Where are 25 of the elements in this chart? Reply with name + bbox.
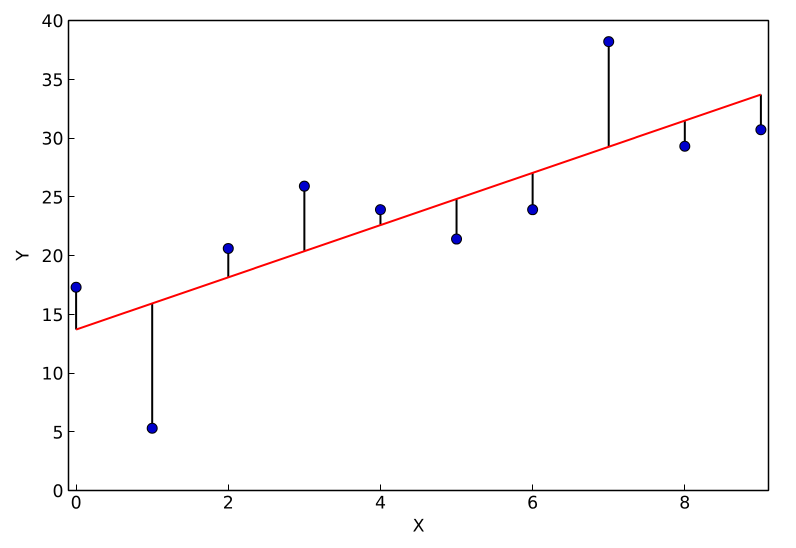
x-tick-label: 2: [222, 494, 234, 514]
y-tick-label: 40: [41, 12, 64, 32]
x-tick-label: 6: [527, 494, 538, 514]
y-tick-label: 5: [52, 423, 64, 444]
y-tick-label: 15: [41, 306, 64, 326]
x-tick-label: 8: [679, 494, 690, 514]
point: [298, 180, 310, 192]
point: [70, 282, 82, 293]
y-tick-label: 30: [41, 130, 64, 150]
x-axis-title: X: [412, 516, 425, 536]
point: [527, 204, 538, 216]
point: [451, 234, 462, 245]
point: [222, 242, 234, 254]
point: [603, 36, 614, 48]
point: [679, 140, 690, 152]
point: [755, 124, 766, 136]
y-tick-label: 25: [41, 188, 64, 208]
y-tick-label: 35: [41, 70, 64, 91]
y-axis-title: Y: [13, 250, 34, 262]
x-tick-label: 4: [374, 494, 386, 514]
x-tick-label: 0: [70, 494, 82, 514]
y-tick-label: 10: [41, 364, 64, 384]
point: [374, 204, 386, 216]
point: [146, 422, 158, 434]
y-tick-label: 20: [41, 247, 64, 267]
